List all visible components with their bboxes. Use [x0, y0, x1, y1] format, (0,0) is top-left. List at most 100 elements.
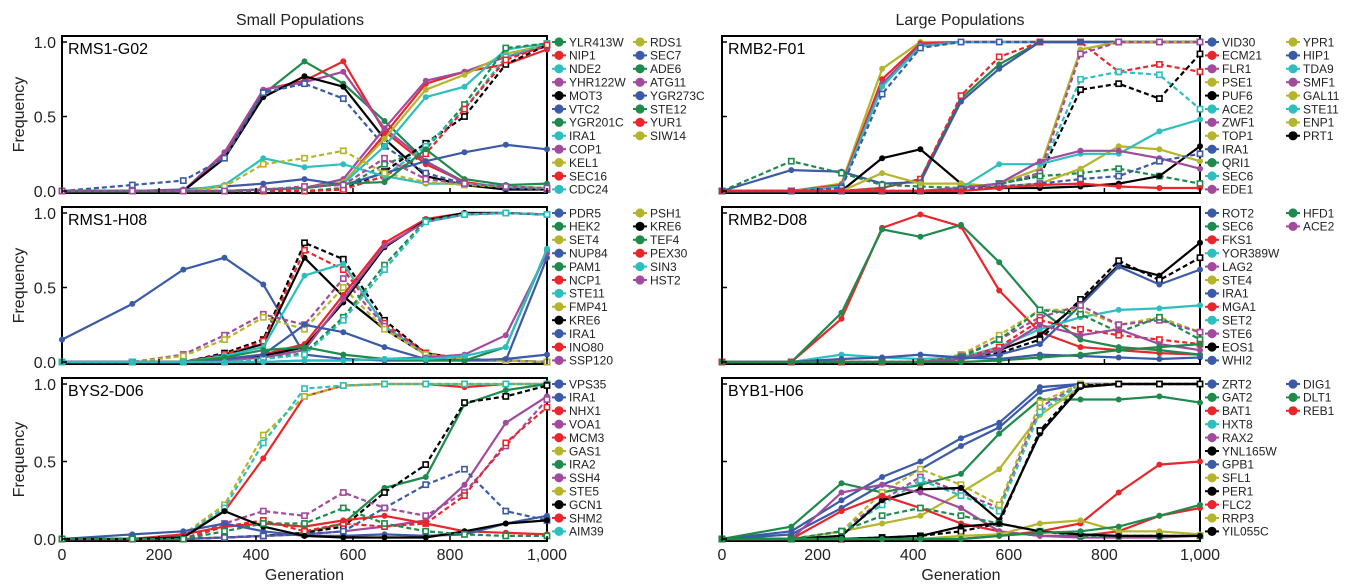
- legend: PDR5HEK2SET4NUP84PAM1NCP1STE11FMP41KRE6I…: [552, 206, 688, 368]
- data-point: [1036, 399, 1044, 406]
- data-point: [957, 92, 965, 99]
- data-point: [340, 58, 347, 65]
- series-line: [62, 509, 548, 541]
- data-point: [340, 517, 347, 524]
- legend-swatch-marker: [635, 91, 645, 101]
- data-point: [995, 336, 1003, 343]
- legend-item: ENP1: [1286, 116, 1335, 130]
- legend-label: GPB1: [1222, 458, 1254, 472]
- legend-swatch-marker: [1207, 117, 1217, 127]
- legend-label: IRA1: [569, 129, 596, 143]
- data-point: [1077, 180, 1084, 187]
- legend-label: KEL1: [569, 156, 599, 170]
- legend-swatch-marker: [554, 64, 564, 74]
- data-point: [502, 344, 509, 351]
- data-point: [544, 351, 550, 358]
- legend-label: NUP84: [569, 247, 608, 261]
- data-point: [1196, 50, 1204, 58]
- data-point: [461, 465, 468, 473]
- data-point: [1077, 336, 1084, 343]
- data-point: [838, 188, 845, 194]
- y-tick-label: 0.5: [34, 110, 56, 127]
- data-point: [1036, 158, 1043, 165]
- legend-label: IRA1: [1222, 287, 1249, 301]
- legend-label: SHM2: [569, 511, 603, 525]
- legend-label: ACE2: [1303, 220, 1335, 234]
- legend-swatch-marker: [1207, 302, 1217, 312]
- data-point: [1077, 344, 1084, 351]
- data-point: [1036, 529, 1043, 536]
- legend-item: IRA1: [552, 327, 596, 341]
- data-point: [502, 507, 510, 515]
- data-point: [260, 155, 267, 162]
- legend-label: SEC6: [1222, 169, 1254, 183]
- legend-swatch-marker: [1288, 208, 1298, 218]
- series-line: [722, 382, 1200, 541]
- data-point: [260, 359, 267, 365]
- data-point: [996, 520, 1003, 527]
- legend-swatch-marker: [1207, 486, 1217, 496]
- legend-item: FLC2: [1205, 498, 1252, 512]
- data-point: [1156, 393, 1163, 400]
- data-point: [381, 325, 388, 333]
- data-point: [879, 481, 886, 488]
- data-point: [879, 65, 886, 72]
- legend-swatch-marker: [635, 275, 645, 285]
- data-point: [996, 259, 1003, 266]
- legend-label: YHR122W: [569, 76, 626, 90]
- legend-swatch-marker: [554, 248, 564, 258]
- data-point: [221, 534, 228, 541]
- data-point: [1115, 183, 1122, 190]
- data-point: [461, 83, 468, 90]
- series-line: [722, 503, 1201, 541]
- legend-label: YUR1: [650, 116, 682, 130]
- data-point: [788, 536, 795, 542]
- legend-item: SEC7: [633, 49, 682, 63]
- data-point: [1196, 38, 1204, 46]
- data-point: [1077, 50, 1084, 58]
- data-point: [179, 352, 187, 360]
- data-point: [543, 403, 551, 411]
- x-tick-label: 200: [804, 547, 831, 564]
- y-axis-label: Frequency: [11, 77, 28, 153]
- legend-label: COP1: [569, 143, 602, 157]
- data-point: [838, 489, 845, 496]
- data-point: [544, 245, 550, 252]
- data-point: [958, 359, 964, 365]
- legend-item: STE4: [1205, 273, 1252, 287]
- legend-label: SEC7: [650, 49, 682, 63]
- legend-item: GAL11: [1286, 89, 1340, 103]
- data-point: [838, 309, 845, 316]
- legend-swatch-marker: [554, 235, 564, 245]
- legend-swatch-marker: [1207, 406, 1217, 416]
- data-point: [1077, 147, 1084, 154]
- legend-label: SIW14: [650, 129, 686, 143]
- legend-item: SMF1: [1286, 76, 1335, 90]
- data-point: [1077, 86, 1084, 94]
- legend-label: MOT3: [569, 89, 603, 103]
- data-point: [996, 466, 1003, 473]
- data-point: [1077, 396, 1084, 403]
- legend-label: QRI1: [1222, 156, 1250, 170]
- legend-label: RRP3: [1222, 511, 1254, 525]
- legend-item: SIW14: [633, 129, 686, 143]
- legend-swatch-marker: [1207, 329, 1217, 339]
- data-point: [958, 484, 964, 491]
- data-point: [179, 177, 187, 184]
- data-point: [917, 188, 924, 194]
- legend-swatch-marker: [554, 392, 564, 402]
- data-point: [958, 180, 964, 187]
- legend-swatch-marker: [1207, 64, 1217, 74]
- data-point: [422, 461, 430, 468]
- data-point: [422, 158, 429, 165]
- data-point: [381, 356, 388, 362]
- data-point: [461, 357, 468, 364]
- data-point: [878, 181, 886, 189]
- legend-label: KRE6: [569, 314, 601, 328]
- data-point: [339, 489, 347, 496]
- legend-item: PAM1: [552, 260, 601, 274]
- legend-swatch-marker: [554, 513, 564, 523]
- data-point: [958, 435, 964, 442]
- data-point: [916, 465, 924, 473]
- data-point: [543, 396, 551, 403]
